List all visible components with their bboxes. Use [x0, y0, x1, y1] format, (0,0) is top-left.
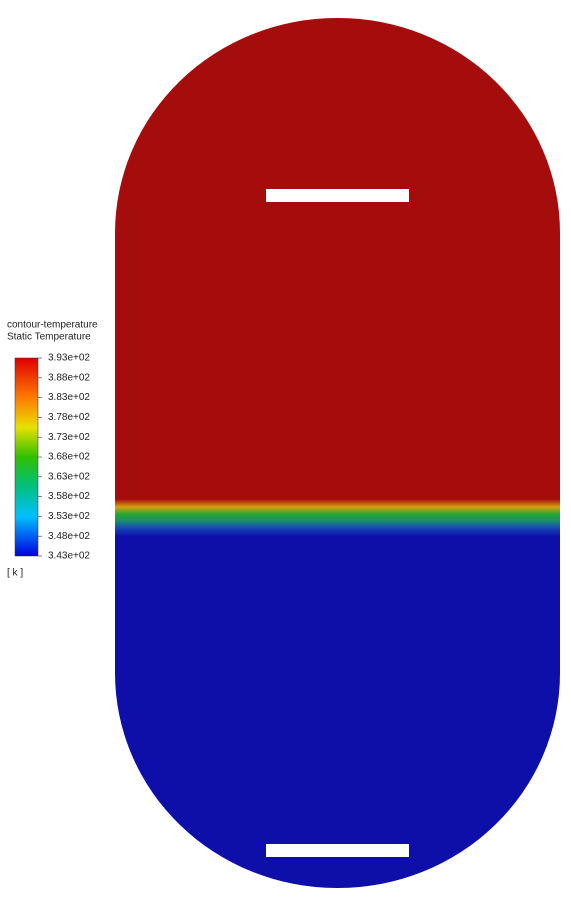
colorbar-label: 3.78e+02	[48, 412, 90, 423]
colorbar-label: 3.63e+02	[48, 471, 90, 482]
colorbar	[14, 357, 39, 557]
colorbar-label: 3.48e+02	[48, 531, 90, 542]
inlet-slot	[266, 189, 409, 202]
legend-unit: [ k ]	[7, 568, 23, 579]
colorbar-label: 3.93e+02	[48, 353, 90, 364]
colorbar-legend: contour-temperature Static Temperature […	[7, 320, 98, 579]
colorbar-label: 3.53e+02	[48, 511, 90, 522]
legend-title: contour-temperature	[7, 320, 98, 331]
outlet-slot	[266, 844, 409, 857]
legend-subtitle: Static Temperature	[7, 332, 91, 343]
colorbar-label: 3.43e+02	[48, 551, 90, 562]
colorbar-label: 3.73e+02	[48, 432, 90, 443]
domain-contour	[115, 18, 560, 888]
colorbar-label: 3.83e+02	[48, 392, 90, 403]
colorbar-label: 3.68e+02	[48, 452, 90, 463]
colorbar-label: 3.88e+02	[48, 372, 90, 383]
colorbar-label: 3.58e+02	[48, 491, 90, 502]
